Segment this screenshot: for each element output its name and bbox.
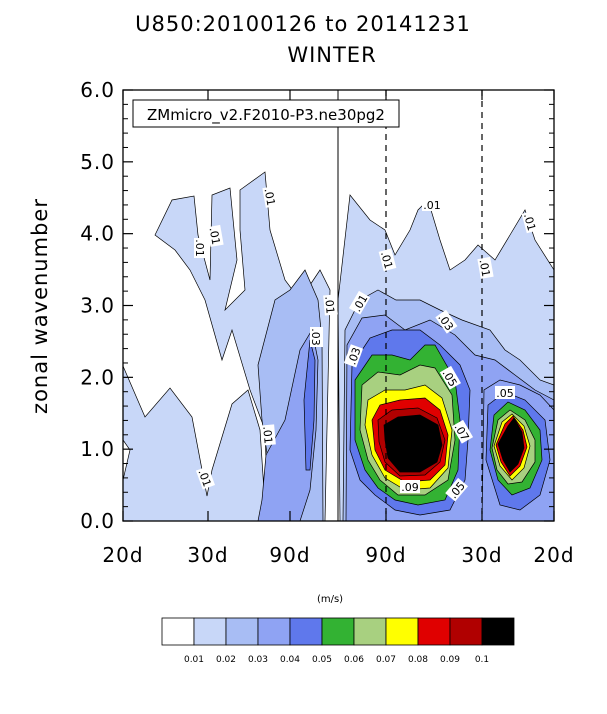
- contour-label: .01: [195, 466, 215, 490]
- contour-fills: [123, 171, 554, 521]
- x-tick-label: 90d: [269, 543, 310, 567]
- contour-label-text: .03: [309, 328, 322, 346]
- colorbar-level-label: 0.05: [312, 655, 332, 665]
- colorbar-swatch: [353, 617, 387, 646]
- colorbar-level-label: 0.04: [280, 655, 300, 665]
- colorbar-swatch: [289, 617, 323, 646]
- colorbar-swatch: [225, 617, 259, 646]
- contour-label: .01: [260, 424, 276, 446]
- y-tick-label: 0.0: [80, 509, 115, 533]
- chart-title: U850:20100126 to 20141231: [135, 12, 471, 36]
- colorbar-level-label: 0.07: [376, 655, 396, 665]
- contour-label: .01: [322, 294, 338, 316]
- contour-label-text: .01: [195, 468, 213, 489]
- case-label-box: ZMmicro_v2.F2010-P3.ne30pg2: [132, 99, 400, 128]
- contour-label-text: .01: [260, 426, 274, 445]
- x-tick-label: 90d: [365, 543, 406, 567]
- y-tick-label: 1.0: [80, 437, 115, 461]
- contour-label: .01: [193, 238, 207, 258]
- contour-label: .01: [207, 224, 224, 247]
- contour-label-text: .01: [477, 258, 493, 277]
- left-region-level-0.01: [123, 365, 267, 521]
- contour-label-text: .01: [193, 239, 206, 257]
- contour-label-text: .01: [207, 226, 223, 245]
- right-region-level-0.1: [497, 417, 525, 473]
- y-tick-label: 6.0: [80, 78, 115, 102]
- contour-label-text: .09: [401, 481, 419, 494]
- mid-region-level-0.1: [383, 414, 443, 473]
- colorbar-level-label: 0.03: [248, 655, 268, 665]
- contour-label: .01: [477, 256, 494, 279]
- contour-label-text: .01: [521, 212, 538, 232]
- contour-label-text: .03: [345, 346, 363, 367]
- units-label: (m/s): [317, 594, 343, 605]
- colorbar-swatch: [321, 617, 355, 646]
- y-axis-label: zonal wavenumber: [28, 198, 52, 414]
- colorbar-swatch: [385, 617, 419, 646]
- contour-label: .01: [422, 198, 442, 212]
- x-tick-label: 20d: [533, 543, 574, 567]
- colorbar-level-label: 0.09: [440, 655, 460, 665]
- contour-label: .01: [378, 248, 397, 272]
- colorbar-swatch: [161, 617, 195, 646]
- contour-label-text: .05: [496, 387, 514, 400]
- colorbar-swatch: [481, 617, 515, 646]
- colorbar-level-label: 0.08: [408, 655, 428, 665]
- colorbar: 0.01 0.02 0.03 0.04 0.05 0.06 0.07 0.08 0.09 0.1: [161, 617, 515, 665]
- contour-label: .01: [262, 185, 279, 208]
- colorbar-level-label: 0.06: [344, 655, 364, 665]
- x-tick-label: 20d: [102, 543, 143, 567]
- y-tick-label: 3.0: [80, 294, 115, 318]
- colorbar-level-label: 0.1: [475, 655, 489, 665]
- case-label: ZMmicro_v2.F2010-P3.ne30pg2: [147, 106, 385, 125]
- contour-label: .05: [495, 386, 515, 400]
- x-tick-label: 30d: [461, 543, 502, 567]
- contour-label-text: .01: [423, 199, 441, 212]
- contour-label-text: .01: [322, 296, 336, 315]
- contour-label: .03: [344, 344, 364, 368]
- y-tick-label: 4.0: [80, 222, 115, 246]
- colorbar-swatch: [417, 617, 451, 646]
- contour-label-text: .01: [378, 250, 395, 270]
- colorbar-level-label: 0.01: [184, 655, 204, 665]
- colorbar-swatch: [449, 617, 483, 646]
- colorbar-swatch: [193, 617, 227, 646]
- contour-label: .03: [309, 327, 323, 347]
- y-tick-label: 5.0: [80, 150, 115, 174]
- chart-subtitle: WINTER: [287, 43, 376, 67]
- x-tick-label: 30d: [187, 543, 228, 567]
- colorbar-level-label: 0.02: [216, 655, 236, 665]
- colorbar-swatch: [257, 617, 291, 646]
- contour-label: .01: [521, 210, 540, 234]
- y-axis: 0.0 1.0 2.0 3.0 4.0 5.0 6.0: [80, 78, 554, 533]
- contour-label-text: .01: [262, 187, 278, 206]
- contour-label: .09: [400, 480, 420, 494]
- y-tick-label: 2.0: [80, 365, 115, 389]
- left-region-level-0.03: [257, 329, 319, 521]
- x-axis: 20d 30d 90d 90d 30d 20d: [102, 90, 574, 567]
